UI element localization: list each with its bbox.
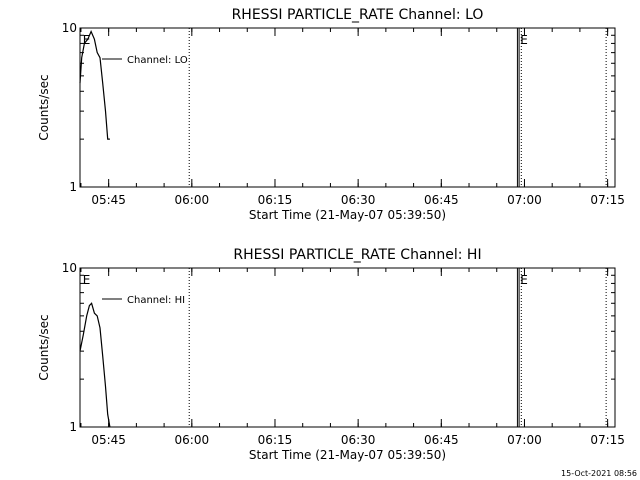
plot-frame [79, 27, 616, 188]
x-tick-label: 06:45 [424, 433, 459, 447]
chart-panel-hi: RHESSI PARTICLE_RATE Channel: HI 05:45 06:… [37, 247, 625, 462]
series-line [79, 302, 111, 428]
x-tick-label: 05:45 [91, 433, 126, 447]
legend-label: Channel: HI [127, 295, 185, 306]
x-tick-label: 06:30 [341, 433, 376, 447]
x-tick-label: 05:45 [91, 193, 126, 207]
x-axis-label: Start Time (21-May-07 05:39:50) [249, 208, 446, 222]
plot-frame [79, 267, 616, 428]
x-tick-label: 06:15 [258, 433, 293, 447]
event-marker-label: E [83, 273, 91, 287]
y-tick-label: 10 [62, 261, 77, 275]
x-tick-label: 06:45 [424, 193, 459, 207]
legend-label: Channel: LO [127, 55, 188, 66]
x-axis-label: Start Time (21-May-07 05:39:50) [249, 448, 446, 462]
chart-title: RHESSI PARTICLE_RATE Channel: HI [233, 247, 481, 263]
x-tick-label: 07:00 [507, 193, 542, 207]
y-axis-label: Counts/sec [37, 74, 51, 140]
chart-panel-lo: RHESSI PARTICLE_RATE Channel: LO 05:45 06:… [37, 7, 625, 222]
x-tick-label: 07:00 [507, 433, 542, 447]
chart-title: RHESSI PARTICLE_RATE Channel: LO [232, 7, 484, 23]
x-tick-label: 07:15 [590, 433, 625, 447]
x-tick-label: 07:15 [590, 193, 625, 207]
footer-timestamp: 15-Oct-2021 08:56 [561, 469, 637, 478]
y-tick-label: 1 [69, 420, 77, 434]
x-tick-label: 06:30 [341, 193, 376, 207]
y-axis-label: Counts/sec [37, 314, 51, 380]
x-tick-label: 06:00 [175, 433, 210, 447]
event-marker-label: E [520, 33, 528, 47]
y-tick-label: 10 [62, 21, 77, 35]
y-tick-label: 1 [69, 180, 77, 194]
event-marker-label: E [520, 273, 528, 287]
x-tick-label: 06:00 [175, 193, 210, 207]
series-line [79, 29, 110, 140]
x-tick-label: 06:15 [258, 193, 293, 207]
